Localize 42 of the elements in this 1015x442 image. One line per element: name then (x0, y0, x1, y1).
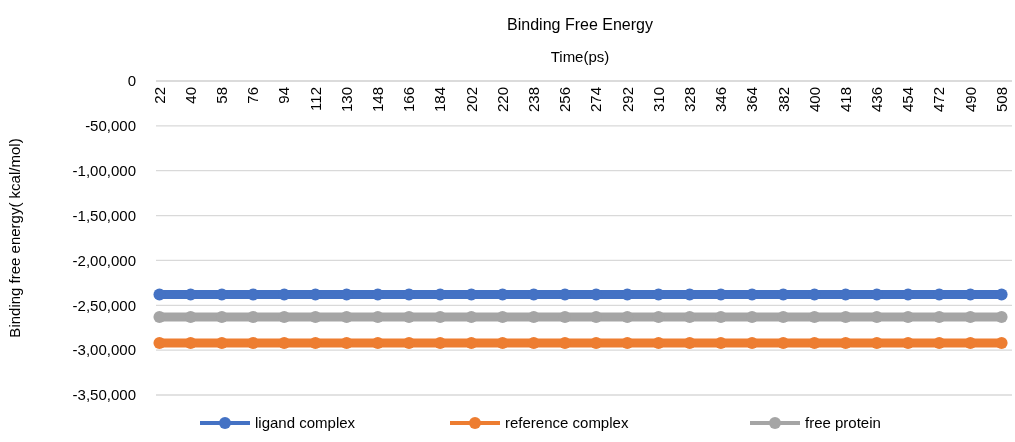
legend-label: ligand complex (255, 414, 356, 432)
x-tick-label: 130 (337, 87, 355, 113)
y-tick-label: -3,00,000 (72, 341, 136, 359)
y-tick-label: -1,00,000 (72, 161, 136, 179)
x-tick-label: 76 (244, 87, 262, 104)
x-tick-label: 436 (868, 87, 886, 113)
x-tick-label: 148 (369, 87, 387, 113)
x-axis-title: Time(ps) (550, 48, 610, 65)
x-tick-label: 40 (181, 87, 199, 104)
chart-title: Binding Free Energy (507, 16, 653, 33)
x-tick-label: 400 (805, 87, 823, 113)
legend-label: reference complex (505, 414, 629, 432)
x-tick-label: 22 (150, 87, 168, 104)
x-tick-label: 310 (649, 87, 667, 113)
x-tick-label: 202 (462, 87, 480, 113)
x-tick-label: 238 (525, 87, 542, 113)
x-tick-label: 364 (743, 87, 761, 113)
y-tick-label: -2,00,000 (72, 251, 136, 269)
x-tick-label: 220 (493, 87, 511, 113)
x-tick-label: 490 (961, 87, 979, 113)
x-tick-label: 94 (275, 87, 293, 104)
x-tick-label: 274 (587, 87, 605, 113)
x-tick-label: 508 (992, 87, 1010, 113)
y-tick-label: 0 (127, 72, 136, 90)
x-tick-label: 112 (306, 87, 324, 111)
x-tick-label: 454 (899, 87, 917, 113)
y-tick-label: -3,50,000 (72, 386, 136, 404)
x-tick-label: 328 (680, 87, 698, 113)
x-tick-label: 418 (836, 87, 854, 113)
x-tick-label: 292 (618, 87, 636, 113)
x-tick-label: 346 (712, 87, 730, 113)
y-tick-label: -50,000 (85, 117, 136, 135)
x-tick-label: 58 (213, 87, 231, 104)
legend-label: free protein (805, 414, 881, 432)
y-tick-label: -1,50,000 (72, 206, 136, 224)
x-tick-label: 472 (930, 87, 948, 113)
x-tick-label: 166 (400, 87, 418, 113)
y-tick-label: -2,50,000 (72, 296, 136, 314)
x-tick-label: 184 (431, 87, 449, 113)
x-tick-label: 382 (774, 87, 792, 113)
y-axis-title: Binding free energy( kcal/mol) (6, 138, 23, 338)
x-tick-label: 256 (556, 87, 574, 113)
